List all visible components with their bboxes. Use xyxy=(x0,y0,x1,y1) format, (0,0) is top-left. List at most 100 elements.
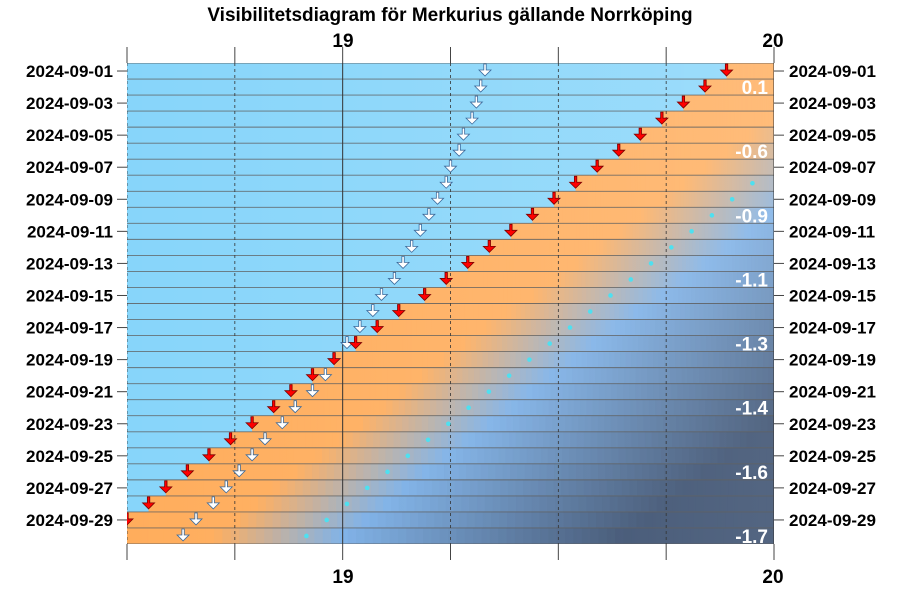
planet-set-arrow xyxy=(430,191,445,205)
arrow-shape xyxy=(158,480,173,494)
planet-dot xyxy=(527,357,532,362)
sunset-arrow xyxy=(370,320,385,334)
planet-dot xyxy=(750,180,755,186)
tick-label-top-19: 19 xyxy=(332,31,353,52)
arrow-shape xyxy=(318,368,333,382)
planet-dot xyxy=(587,309,593,314)
arrow-shape xyxy=(275,416,290,430)
sunset-arrow xyxy=(127,512,134,526)
arrow-shape xyxy=(525,207,540,221)
date-label-right: 2024-09-21 xyxy=(789,383,876,402)
arrow-shape xyxy=(421,207,436,221)
sunset-arrow xyxy=(305,368,320,382)
planet-set-arrow xyxy=(176,528,191,542)
planet-set-arrow xyxy=(452,143,467,157)
arrow-shape xyxy=(456,127,471,141)
arrow-shape xyxy=(99,529,111,541)
planet-dot xyxy=(385,469,390,475)
planet-dot xyxy=(628,277,634,282)
date-label-right: 2024-09-11 xyxy=(789,222,875,241)
date-label-left: 2024-09-15 xyxy=(26,286,113,305)
arrow-shape xyxy=(413,223,428,237)
date-label-left: 2024-09-09 xyxy=(26,190,113,209)
planet-set-arrow xyxy=(374,288,389,302)
planet-dot xyxy=(486,389,492,394)
date-label-left: 2024-09-11 xyxy=(27,222,113,241)
sunset-arrow xyxy=(654,111,669,125)
planet-dot xyxy=(689,229,694,234)
tick-label-bottom-19: 19 xyxy=(332,567,353,588)
arrow-shape xyxy=(352,320,367,334)
date-label-right: 2024-09-01 xyxy=(789,62,876,81)
arrow-shape xyxy=(206,496,221,510)
planet-set-arrow xyxy=(404,239,419,253)
magnitude-label: 0.1 xyxy=(742,78,769,99)
sunset-arrow xyxy=(525,207,540,221)
arrow-shape xyxy=(327,352,342,366)
sunset-arrow xyxy=(439,272,454,285)
arrow-shape xyxy=(396,255,411,269)
arrow-shape xyxy=(698,79,712,93)
date-label-left: 2024-09-17 xyxy=(26,319,113,338)
sunset-arrow xyxy=(568,175,583,189)
sky-band-segment xyxy=(114,528,123,545)
arrow-shape xyxy=(460,255,475,269)
sunset-arrow xyxy=(327,352,342,366)
planet-dot xyxy=(466,405,471,411)
arrow-shape xyxy=(469,95,484,109)
magnitude-label: -0.9 xyxy=(735,206,768,227)
sunset-arrow xyxy=(245,416,260,430)
arrow-shape xyxy=(465,111,480,125)
sunset-arrow xyxy=(547,191,561,205)
date-label-right: 2024-09-19 xyxy=(789,351,876,370)
date-label-right: 2024-09-17 xyxy=(789,319,876,338)
sunset-arrow xyxy=(698,79,712,93)
planet-set-arrow xyxy=(258,432,272,446)
arrow-shape xyxy=(283,384,298,398)
date-label-left: 2024-09-29 xyxy=(26,511,113,530)
arrow-shape xyxy=(288,400,303,414)
planet-set-arrow xyxy=(219,480,234,494)
planet-set-arrow xyxy=(275,416,290,430)
planet-dot xyxy=(506,373,512,378)
planet-set-arrow xyxy=(189,512,203,526)
left-date-labels: 2024-09-01 2024-09-03 2024-09-05 2024-09-07… xyxy=(26,62,113,530)
planet-set-arrow xyxy=(421,207,436,221)
planet-set-arrow xyxy=(465,111,480,125)
arrow-shape xyxy=(439,175,454,189)
arrow-shape xyxy=(305,368,320,382)
magnitude-labels: 0.1 -0.6 -0.9 -1.1 -1.3 -1.4 -1.6 -1.7 xyxy=(735,78,769,548)
date-label-right: 2024-09-03 xyxy=(789,94,876,113)
arrow-shape xyxy=(439,272,454,285)
arrow-shape xyxy=(443,159,458,173)
plot-area: 0.1 -0.6 -0.9 -1.1 -1.3 -1.4 -1.6 -1.7 xyxy=(99,63,774,548)
arrow-shape xyxy=(180,464,195,478)
planet-dot xyxy=(324,517,330,523)
arrow-shape xyxy=(430,191,445,205)
sunset-arrow xyxy=(590,159,605,173)
date-label-left: 2024-09-05 xyxy=(26,126,113,145)
arrow-shape xyxy=(404,239,419,253)
planet-set-arrow xyxy=(439,175,454,189)
arrow-shape xyxy=(370,320,385,334)
sunset-arrow xyxy=(391,304,406,318)
arrow-shape xyxy=(127,512,134,526)
planet-set-arrow xyxy=(245,448,260,462)
sunset-arrow xyxy=(158,480,173,494)
hour-gridlines xyxy=(127,63,774,544)
arrow-shape xyxy=(223,432,238,446)
sunset-arrow xyxy=(460,255,475,269)
arrow-shape xyxy=(654,111,669,125)
sunset-arrow xyxy=(348,336,363,350)
planet-set-arrow xyxy=(288,400,303,414)
sunset-arrows xyxy=(99,63,734,541)
planet-set-arrow xyxy=(365,304,380,318)
arrow-shape xyxy=(219,480,234,494)
planet-set-arrow xyxy=(469,95,484,109)
magnitude-label: -1.7 xyxy=(735,527,768,548)
arrow-shape xyxy=(348,336,363,350)
date-label-right: 2024-09-13 xyxy=(789,254,876,273)
date-label-left: 2024-09-23 xyxy=(26,415,113,434)
arrow-shape xyxy=(266,400,281,414)
